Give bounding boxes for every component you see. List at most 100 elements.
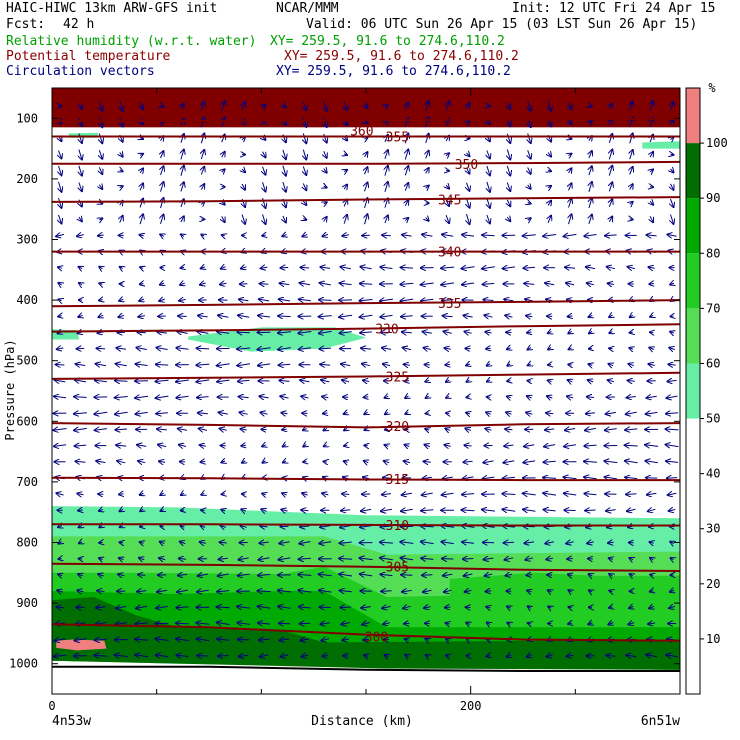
vector-arrow	[300, 623, 311, 624]
vector-arrow	[609, 104, 612, 109]
vector-arrow	[568, 574, 572, 575]
forecast-hour: 42 h	[63, 17, 95, 32]
vector-arrow	[504, 542, 515, 543]
vector-arrow	[587, 397, 595, 398]
vector-arrow	[340, 607, 351, 608]
vector-arrow	[383, 364, 391, 366]
vector-arrow	[260, 284, 269, 285]
vector-arrow	[568, 316, 573, 317]
vector-arrow	[241, 526, 247, 528]
vector-arrow	[140, 214, 143, 225]
vector-arrow	[442, 300, 454, 301]
vector-arrow	[303, 166, 306, 175]
vector-arrow	[446, 215, 449, 223]
vector-arrow	[589, 364, 593, 365]
vector-arrow	[426, 151, 429, 159]
vector-arrow	[671, 120, 674, 125]
vector-arrow	[404, 364, 410, 365]
vector-arrow	[645, 461, 658, 463]
vector-arrow	[528, 185, 531, 189]
vector-arrow	[181, 104, 184, 108]
vector-arrow	[283, 104, 286, 107]
vector-arrow	[197, 397, 209, 398]
vector-arrow	[630, 150, 633, 160]
vector-arrow	[115, 397, 128, 398]
vector-arrow	[263, 197, 266, 208]
vector-arrow	[464, 332, 472, 334]
vector-arrow	[670, 332, 674, 333]
vector-arrow	[630, 332, 633, 333]
vector-arrow	[201, 133, 204, 144]
vector-arrow	[405, 429, 408, 430]
vector-arrow	[140, 542, 144, 543]
vector-arrow	[77, 494, 84, 495]
vector-arrow	[483, 461, 494, 463]
vector-arrow	[201, 267, 205, 269]
vector-arrow	[138, 575, 146, 576]
vector-arrow	[98, 315, 103, 317]
vector-arrow	[467, 182, 470, 191]
vector-arrow	[160, 542, 165, 544]
vector-arrow	[279, 364, 291, 365]
vector-arrow	[426, 413, 429, 414]
y-tick-label-500: 500	[16, 354, 38, 368]
vector-arrow	[95, 380, 107, 382]
vector-arrow	[280, 283, 290, 284]
vector-arrow	[401, 509, 413, 511]
vector-arrow	[283, 165, 286, 176]
vector-arrow	[426, 396, 429, 398]
vector-arrow	[671, 214, 674, 224]
vector-arrow	[425, 429, 429, 430]
vector-arrow	[589, 151, 592, 159]
vector-arrow	[365, 183, 368, 192]
vector-arrow	[568, 331, 571, 333]
vector-arrow	[445, 429, 450, 431]
vector-arrow	[547, 396, 552, 398]
vector-arrow	[120, 117, 123, 127]
vector-arrow	[487, 198, 490, 208]
vector-arrow	[115, 623, 128, 625]
vector-arrow	[79, 526, 82, 528]
vector-arrow	[466, 623, 470, 625]
vector-arrow	[140, 267, 143, 268]
vector-arrow	[548, 153, 551, 157]
vector-arrow	[668, 493, 677, 495]
vector-arrow	[404, 623, 410, 624]
colorbar-label-40: 40	[706, 467, 720, 481]
vector-arrow	[303, 219, 306, 220]
vector-arrow	[262, 235, 266, 236]
vector-arrow	[282, 429, 287, 430]
vector-arrow	[565, 429, 576, 431]
vector-arrow	[564, 493, 577, 495]
vector-arrow	[486, 607, 490, 608]
vector-arrow	[463, 461, 473, 462]
vector-arrow	[486, 348, 491, 349]
vector-arrow	[119, 494, 124, 495]
vector-arrow	[320, 283, 331, 285]
vector-arrow	[120, 216, 123, 223]
vector-arrow	[543, 478, 557, 479]
vector-arrow	[567, 559, 573, 560]
vector-arrow	[385, 655, 389, 657]
vector-arrow	[300, 283, 311, 285]
vector-arrow	[120, 186, 123, 188]
vector-arrow	[647, 235, 657, 236]
vector-arrow	[176, 655, 189, 656]
vector-arrow	[669, 348, 674, 350]
vector-arrow	[548, 186, 551, 188]
vector-arrow	[238, 380, 250, 381]
vector-arrow	[157, 429, 168, 430]
vector-arrow	[405, 200, 408, 205]
vector-arrow	[569, 154, 572, 156]
vector-arrow	[444, 331, 452, 333]
vector-arrow	[181, 526, 185, 527]
vector-arrow	[484, 558, 494, 559]
vector-arrow	[647, 396, 657, 398]
vector-arrow	[140, 284, 144, 285]
vector-arrow	[301, 510, 309, 511]
vector-arrow	[360, 284, 373, 285]
vector-arrow	[507, 396, 511, 397]
vector-arrow	[159, 299, 165, 301]
vector-arrow	[669, 606, 676, 608]
vector-arrow	[649, 267, 655, 268]
